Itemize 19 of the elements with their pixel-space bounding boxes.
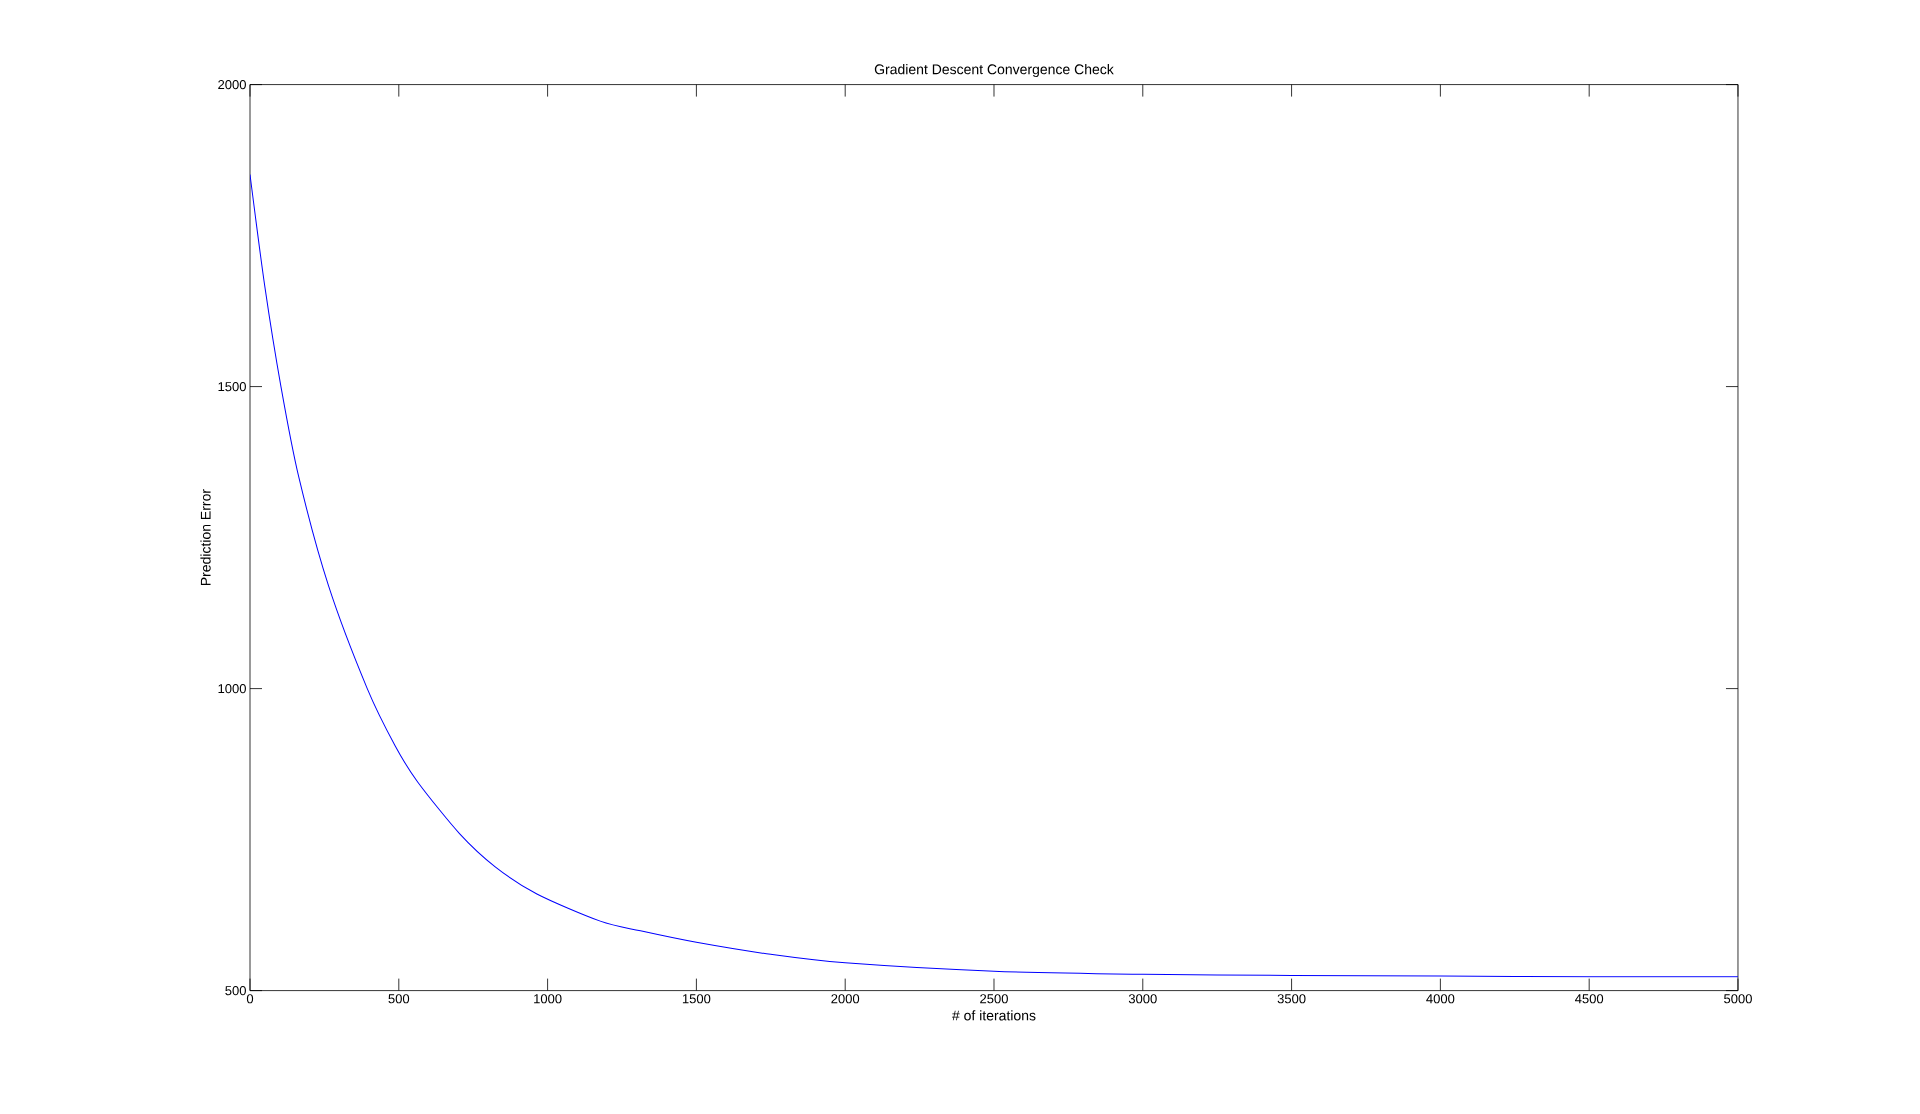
x-tick-label: 2500 [980,994,1008,1004]
x-tick-label: 5000 [1724,994,1752,1004]
x-tick-label: 500 [388,994,410,1004]
x-tick-label: 4000 [1426,994,1455,1004]
y-tick-label: 1000 [218,683,246,694]
line-series [250,174,1738,978]
x-tick-label: 4500 [1575,994,1604,1004]
x-tick-label: 3000 [1128,994,1157,1004]
chart-title: Gradient Descent Convergence Check [874,64,1114,78]
x-tick-label: 1000 [534,994,562,1004]
y-tick-label: 1500 [218,381,246,392]
y-tick-label: 500 [225,985,246,996]
y-tick-label: 2000 [218,79,246,90]
x-tick-label: 3500 [1277,994,1306,1004]
x-tick-label: 2000 [831,994,860,1004]
x-tick-label: 0 [246,994,254,1004]
x-tick-label: 1500 [682,994,711,1004]
y-axis-title: Prediction Error [200,489,211,586]
x-axis-title: # of iterations [952,1010,1036,1021]
